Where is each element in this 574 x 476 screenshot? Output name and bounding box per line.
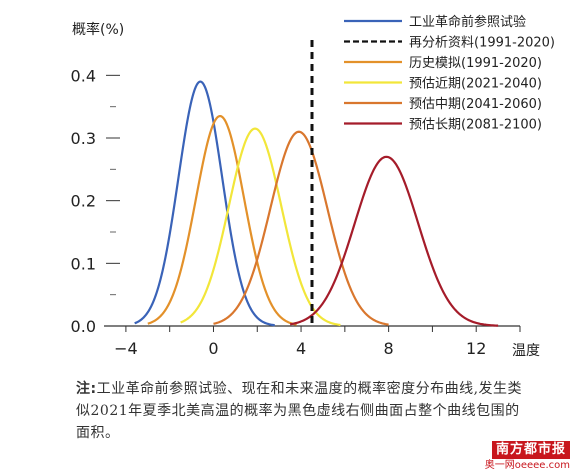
legend-label: 预估近期(2021-2040)	[409, 77, 542, 92]
watermark-title: 南方都市报	[491, 441, 570, 459]
y-tick-label: 0.3	[71, 129, 96, 148]
legend-label: 历史模拟(1991-2020)	[409, 56, 542, 71]
x-tick-label: 8	[384, 339, 394, 358]
x-tick-label: 12	[466, 339, 486, 358]
series-curve	[180, 127, 341, 327]
series-curve	[289, 155, 499, 327]
y-tick-label: 0.4	[71, 66, 96, 85]
legend-label: 预估中期(2041-2060)	[409, 97, 542, 112]
legend-label: 预估长期(2081-2100)	[409, 118, 542, 133]
x-axis-label: 温度	[512, 343, 540, 359]
x-tick-label: 4	[296, 339, 306, 358]
chart-canvas: 0.0 0.1 0.2 0.3 0.4 −4 0 4 8 12 概率(%) 温度 工业革命前参照试验再分…	[71, 14, 555, 359]
legend-label: 工业革命前参照试验	[409, 14, 526, 30]
series-curve	[134, 80, 275, 327]
y-tick-label: 0.1	[71, 254, 96, 273]
watermark-subtitle: 奥一网oeeee.com	[484, 460, 570, 471]
y-axis-label: 概率(%)	[72, 21, 124, 38]
note-text: 工业革命前参照试验、现在和未来温度的概率密度分布曲线,发生类似2021年夏季北美…	[76, 381, 523, 441]
note-label: 注:	[76, 381, 97, 397]
x-tick-label: 0	[208, 339, 218, 358]
watermark-logo: 南方都市报 奥一网oeeee.com	[480, 438, 570, 474]
series-curve	[147, 114, 297, 326]
legend-label: 再分析资料(1991-2020)	[409, 36, 555, 51]
chart-note: 注:工业革命前参照试验、现在和未来温度的概率密度分布曲线,发生类似2021年夏季…	[76, 378, 526, 444]
y-tick-label: 0.0	[71, 317, 96, 336]
y-tick-label: 0.2	[71, 192, 96, 211]
x-tick-label: −4	[114, 339, 138, 358]
series-curve	[213, 130, 389, 326]
